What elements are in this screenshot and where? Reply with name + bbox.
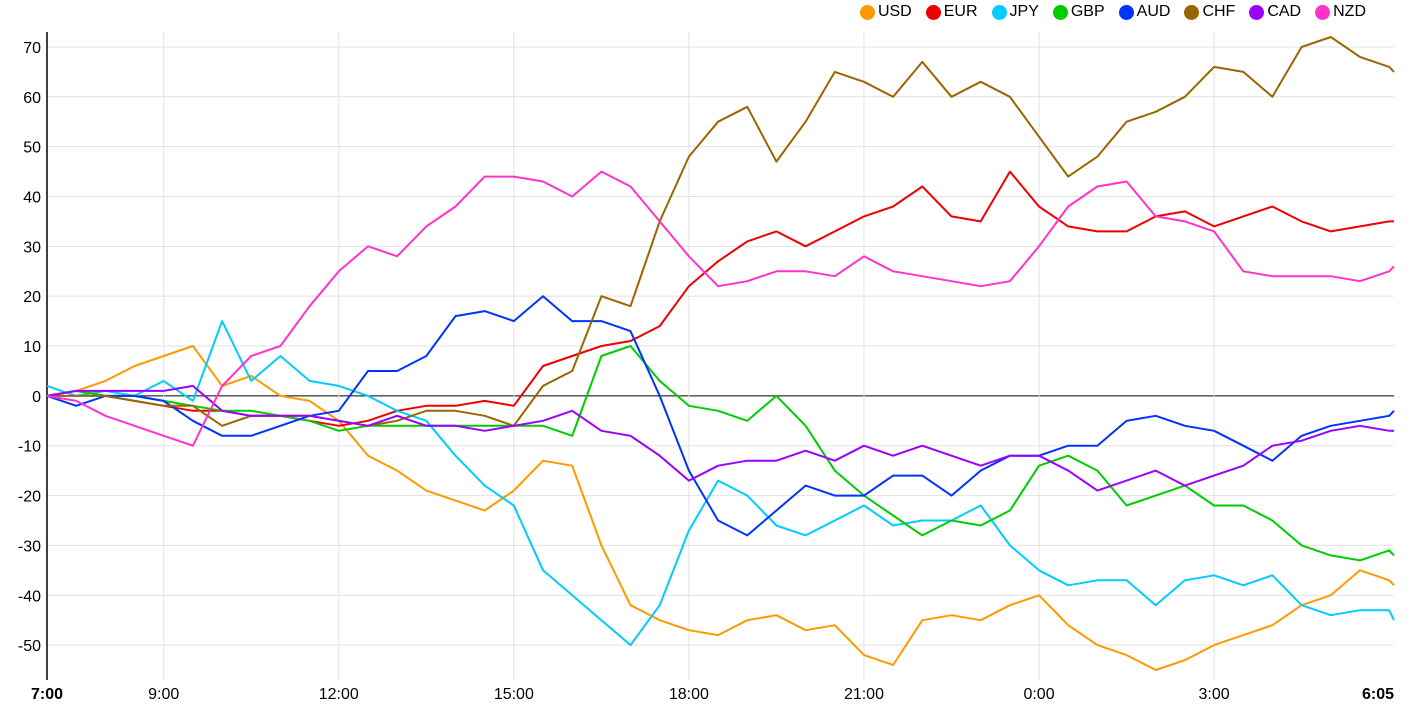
x-tick-label: 12:00 — [319, 686, 359, 703]
series-line-aud — [46, 295, 1395, 537]
y-tick-label: -30 — [18, 538, 41, 555]
legend-label: USD — [877, 3, 912, 20]
x-tick-label: 7:00 — [31, 686, 63, 703]
y-tick-label: 10 — [23, 339, 41, 356]
legend-label: GBP — [1070, 3, 1105, 20]
y-tick-label: 0 — [32, 389, 41, 406]
legend-item-chf[interactable]: CHF — [1184, 3, 1235, 21]
y-tick-label: -10 — [18, 439, 41, 456]
series-line-chf — [47, 36, 1395, 427]
x-tick-label: 9:00 — [148, 686, 179, 703]
series-line-eur — [46, 170, 1394, 427]
series-line-nzd — [46, 170, 1395, 447]
y-tick-label: -40 — [18, 588, 41, 605]
x-tick-label: 3:00 — [1199, 686, 1230, 703]
legend-dot-icon — [859, 4, 875, 20]
legend-dot-icon — [1052, 4, 1068, 20]
series-line-cad — [46, 384, 1394, 492]
x-tick-label: 18:00 — [669, 686, 709, 703]
legend-dot-icon — [1315, 4, 1331, 20]
legend-item-usd[interactable]: USD — [859, 3, 912, 21]
legend-dot-icon — [1249, 4, 1265, 20]
legend-item-aud[interactable]: AUD — [1118, 3, 1171, 21]
legend-label: CAD — [1267, 3, 1302, 20]
x-tick-label: 15:00 — [494, 686, 534, 703]
legend-dot-icon — [1184, 4, 1200, 20]
legend: USD EUR JPY GBP AUD CHF CAD NZD — [846, 3, 1366, 21]
y-tick-label: -20 — [18, 489, 41, 506]
y-tick-label: 40 — [23, 189, 41, 206]
y-tick-label: 30 — [23, 239, 41, 256]
legend-item-eur[interactable]: EUR — [925, 3, 978, 21]
legend-label: JPY — [1009, 3, 1039, 20]
legend-label: CHF — [1202, 3, 1236, 20]
y-tick-label: 60 — [23, 90, 41, 107]
legend-label: NZD — [1333, 3, 1366, 20]
x-tick-label: 6:05 — [1362, 686, 1394, 703]
y-tick-label: 70 — [23, 40, 41, 57]
legend-item-gbp[interactable]: GBP — [1052, 3, 1105, 21]
y-tick-label: -50 — [18, 638, 41, 655]
legend-item-jpy[interactable]: JPY — [991, 3, 1039, 21]
legend-dot-icon — [1118, 4, 1134, 20]
y-tick-label: 50 — [23, 140, 41, 157]
legend-dot-icon — [925, 4, 941, 20]
x-tick-label: 0:00 — [1023, 686, 1054, 703]
legend-item-nzd[interactable]: NZD — [1315, 3, 1366, 21]
legend-label: AUD — [1136, 3, 1171, 20]
legend-label: EUR — [943, 3, 978, 20]
legend-dot-icon — [991, 4, 1007, 20]
series-line-usd — [46, 345, 1395, 671]
y-tick-label: 20 — [23, 289, 41, 306]
series-line-jpy — [46, 320, 1395, 647]
x-tick-label: 21:00 — [844, 686, 884, 703]
legend-item-cad[interactable]: CAD — [1249, 3, 1301, 21]
